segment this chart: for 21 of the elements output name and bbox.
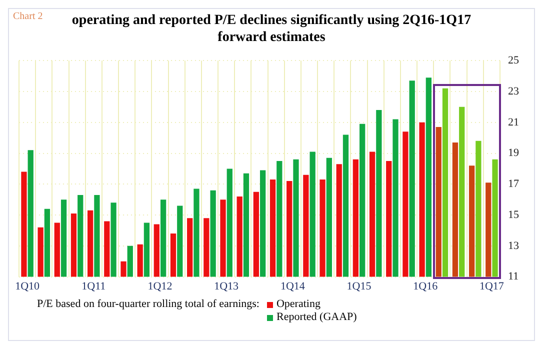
x-tick-label: 1Q10 — [15, 280, 40, 292]
y-tick-label: 15 — [508, 208, 520, 221]
y-tick-label: 11 — [508, 270, 519, 283]
x-tick-label: 1Q14 — [280, 280, 306, 292]
x-tick-label: 1Q15 — [346, 280, 372, 292]
y-tick-label: 19 — [508, 147, 520, 160]
y-tick-label: 23 — [508, 85, 520, 98]
y-tick-label: 25 — [508, 54, 520, 66]
x-tick-label: 1Q12 — [148, 280, 172, 292]
y-tick-label: 13 — [508, 240, 520, 252]
chart-title: operating and reported P/E declines significantly using 2Q16-1Q17 forward estimates — [72, 12, 472, 46]
x-tick-label: 1Q17 — [479, 280, 504, 292]
x-tick-label: 1Q11 — [82, 280, 106, 292]
y-tick-label: 17 — [508, 178, 520, 190]
legend-label: Operating — [276, 298, 320, 311]
y-tick-label: 21 — [508, 116, 519, 128]
x-tick-label: 1Q16 — [413, 280, 438, 292]
legend-label: Reported (GAAP) — [276, 311, 357, 324]
x-tick-label: 1Q13 — [214, 280, 240, 292]
caption: Chart 2 — [13, 11, 43, 22]
legend-title: P/E based on four-quarter rolling total of earnings: — [37, 298, 260, 310]
